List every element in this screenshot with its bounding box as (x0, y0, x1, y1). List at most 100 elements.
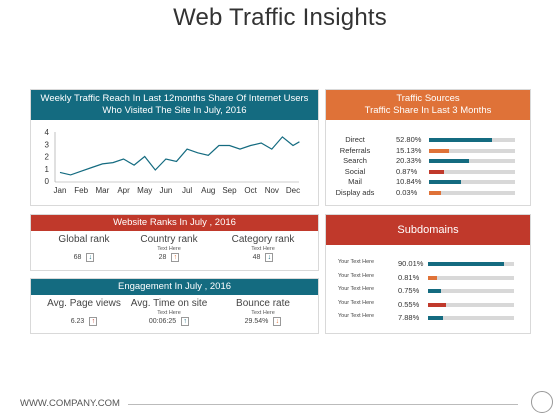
subdomain-bar-fill (428, 262, 504, 266)
footer-circle (531, 391, 553, 413)
x-tick-label: May (137, 186, 152, 195)
source-bar-fill (429, 159, 470, 163)
x-tick-label: Feb (74, 186, 88, 195)
x-tick-label: Jun (159, 186, 172, 195)
engagement-metric-label: Bounce rate (236, 298, 290, 309)
source-bar-track (429, 148, 515, 153)
rank-metric-value-row: 48 ↓ (218, 253, 308, 262)
subdomain-label: Your Text Here (338, 272, 375, 279)
source-label: Display ads (335, 187, 375, 197)
subdomain-percent: 7.88% (398, 313, 420, 322)
source-bar-track (429, 190, 515, 195)
subdomain-percent: 0.75% (398, 286, 420, 295)
source-bar-fill (429, 169, 444, 174)
website-ranks-header: Website Ranks In July , 2016 (31, 215, 318, 231)
engagement-metric: Bounce rate Text Here 29.54% ↓ (218, 298, 308, 326)
rank-metric-note (39, 245, 129, 253)
rank-metric-label: Country rank (140, 234, 198, 245)
rank-metric-label: Global rank (58, 234, 110, 245)
subdomains-panel: Subdomains Your Text Here 90.01% Your Text… (325, 214, 531, 334)
rank-metric: Category rank Text Here 48 ↓ (218, 234, 308, 262)
engagement-metric: Avg. Time on site Text Here 00:06:25 ↑ (124, 298, 214, 326)
engagement-metric: Avg. Page views 6.23 ↑ (39, 298, 129, 326)
x-tick-label: Apr (117, 186, 130, 195)
engagement-header: Engagement In July , 2016 (31, 279, 318, 295)
sources-header-line1: Traffic Sources (396, 93, 460, 104)
rank-metric-note: Text Here (251, 246, 275, 252)
y-tick-label: 3 (45, 140, 50, 149)
engagement-metric-value-row: 00:06:25 ↑ (124, 317, 214, 326)
subdomain-bar-track (428, 262, 514, 266)
subdomain-label: Your Text Here (338, 299, 375, 306)
subdomain-bar-track (428, 275, 514, 280)
rank-metric-value: 48 (252, 254, 261, 261)
subdomain-bar-fill (428, 316, 444, 320)
source-label: Mail (348, 177, 362, 186)
engagement-metric-value: 29.54% (244, 318, 269, 325)
subdomain-label: Your Text Here (338, 259, 375, 265)
source-label: Social (344, 166, 366, 176)
x-tick-label: Oct (244, 186, 257, 195)
engagement-metric-value-row: 6.23 ↑ (39, 317, 129, 326)
rank-metric-value: 68 (73, 254, 82, 261)
x-tick-label: Aug (201, 186, 215, 195)
source-bar-fill (429, 190, 442, 195)
source-percent: 0.03% (396, 187, 418, 197)
arrow-down-icon: ↓ (265, 253, 274, 262)
y-tick-label: 0 (45, 177, 50, 186)
traffic-sources-panel: Traffic Sources Traffic Share In Last 3 … (325, 89, 531, 206)
subdomain-bar-fill (428, 289, 441, 293)
rank-metric: Country rank Text Here 28 ↑ (124, 234, 214, 262)
subdomain-label: Your Text Here (338, 313, 375, 319)
subdomain-bar-fill (428, 275, 438, 280)
rank-metric-value-row: 68 ↓ (39, 253, 129, 262)
engagement-metric-note: Text Here (251, 310, 275, 316)
arrow-down-icon: ↓ (86, 253, 95, 262)
y-tick-label: 4 (45, 128, 50, 137)
source-bar-fill (429, 138, 492, 142)
traffic-sources-header: Traffic Sources Traffic Share In Last 3 … (326, 90, 530, 120)
source-bar-track (429, 180, 515, 184)
arrow-up-icon: ↑ (181, 317, 190, 326)
source-label: Referrals (339, 145, 371, 155)
subdomains-header: Subdomains (326, 215, 530, 245)
rank-metric-value-row: 28 ↑ (124, 253, 214, 262)
source-percent: 15.13% (396, 145, 422, 155)
x-tick-label: Sep (222, 186, 237, 195)
y-tick-label: 1 (45, 165, 50, 174)
arrow-down-icon: ↓ (273, 317, 282, 326)
arrow-up-icon: ↑ (89, 317, 98, 326)
engagement-metric-note: Text Here (157, 310, 181, 316)
subdomain-percent: 0.81% (398, 272, 420, 282)
traffic-series-line (59, 136, 300, 176)
x-tick-label: Nov (265, 186, 279, 195)
source-label: Direct (345, 135, 365, 144)
engagement-metric-value: 00:06:25 (148, 318, 177, 325)
arrow-up-icon: ↑ (171, 253, 180, 262)
rank-metric-value: 28 (158, 254, 167, 261)
website-ranks-panel: Website Ranks In July , 2016 Global rank… (30, 214, 319, 271)
engagement-metric-label: Avg. Time on site (130, 298, 208, 309)
weekly-traffic-header: Weekly Traffic Reach In Last 12months Sh… (31, 90, 318, 120)
source-percent: 10.84% (396, 177, 422, 186)
weekly-header-line2: Who Visited The Site In July, 2016 (102, 105, 247, 116)
source-bar-track (429, 159, 515, 163)
engagement-metric-note (39, 309, 129, 317)
engagement-metric-label: Avg. Page views (47, 298, 121, 309)
engagement-metric-value-row: 29.54% ↓ (218, 317, 308, 326)
source-bar-track (429, 138, 515, 142)
x-tick-label: Jan (54, 186, 67, 195)
footer-divider (128, 404, 518, 405)
engagement-metric-value: 6.23 (70, 318, 85, 325)
x-tick-label: Dec (286, 186, 300, 195)
source-bar-fill (429, 148, 449, 153)
weekly-header-line1: Weekly Traffic Reach In Last 12months Sh… (40, 93, 309, 104)
source-percent: 20.33% (396, 156, 422, 165)
subdomain-bar-track (428, 316, 514, 320)
rank-metric-note: Text Here (157, 246, 181, 252)
source-bar-track (429, 169, 515, 174)
source-percent: 52.80% (396, 135, 422, 144)
source-label: Search (343, 156, 367, 165)
footer-url[interactable]: WWW.COMPANY.COM (20, 398, 120, 409)
subdomain-bar-fill (428, 302, 447, 307)
